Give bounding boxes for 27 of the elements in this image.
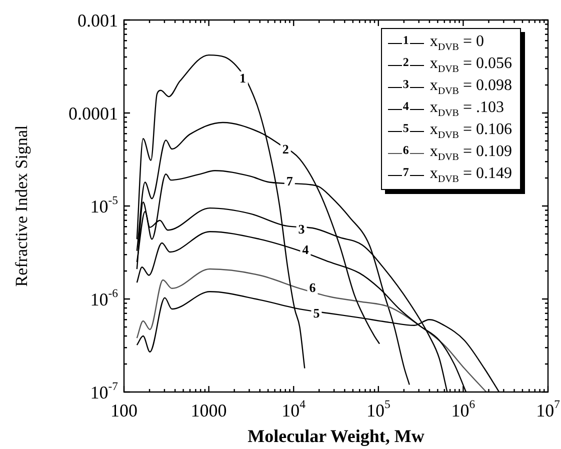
y-axis-title: Refractive Index Signal [12, 124, 32, 289]
text: 4 [402, 99, 409, 113]
annotation: 1 [239, 70, 246, 86]
annotation: 7 [286, 174, 294, 189]
annotation: 3 [298, 222, 306, 237]
annotation: 6 [309, 280, 316, 295]
legend-label: x$_{DVB}$ = 0.106 [430, 120, 512, 142]
text: 7 [402, 165, 409, 179]
annotation: 2 [282, 141, 289, 156]
legend-label: x$_{DVB}$ = 0.098 [430, 76, 512, 98]
legend-label: x$_{DVB}$ = 0.056 [430, 54, 512, 76]
legend-label: x$_{DVB}$ = 0 [430, 32, 484, 54]
y-tick-label: 0.0001 [68, 104, 118, 124]
text: 3 [402, 77, 409, 91]
annotation: 5 [313, 305, 320, 320]
x-axis-title: Molecular Weight, Mw [246, 426, 426, 447]
legend-label: x$_{DVB}$ = 0.109 [430, 142, 512, 164]
legend-label: x$_{DVB}$ = 0.149 [430, 164, 512, 186]
x-tick-label: 100 [110, 400, 138, 421]
legend-label: x$_{DVB}$ = .103 [430, 98, 504, 120]
annotation: 4 [302, 242, 310, 258]
text: 5 [402, 121, 409, 135]
y-tick-label: 0.001 [78, 10, 118, 31]
text: 1 [402, 33, 409, 47]
x-tick-label: 1000 [190, 400, 227, 421]
text: 6 [402, 143, 409, 157]
text: 2 [402, 55, 409, 69]
